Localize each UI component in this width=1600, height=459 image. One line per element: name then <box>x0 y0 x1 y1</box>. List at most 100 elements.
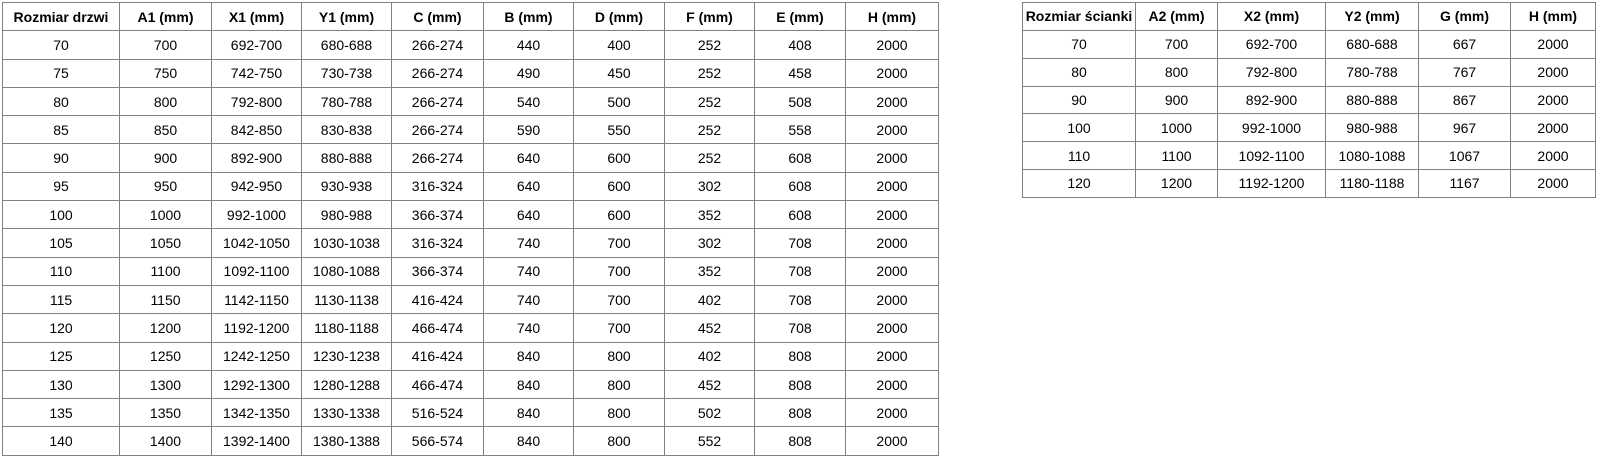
table-cell: 266-274 <box>391 143 484 173</box>
table-cell: 1392-1400 <box>211 426 302 456</box>
table-cell: 125 <box>2 341 120 371</box>
table-cell: 842-850 <box>211 115 302 145</box>
table-cell: 252 <box>664 143 755 173</box>
table-row: 90 900 892-900 880-888 266-274 640 600 252 608 20… <box>2 143 939 173</box>
table-cell: 352 <box>664 256 755 286</box>
table-cell: 402 <box>664 341 755 371</box>
table-cell: 708 <box>754 284 846 315</box>
column-header: E (mm) <box>754 1 846 32</box>
table-cell: 1250 <box>119 341 212 371</box>
table-cell: 2000 <box>1510 85 1596 115</box>
table-cell: 120 <box>1022 169 1136 198</box>
table-cell: 2000 <box>845 115 939 145</box>
table-cell: 1380-1388 <box>301 426 392 456</box>
table-cell: 980-988 <box>301 200 392 230</box>
table-cell: 1150 <box>119 284 212 315</box>
table-row: 85 850 842-850 830-838 266-274 590 550 252 558 20… <box>2 115 939 145</box>
table-cell: 730-738 <box>301 58 392 88</box>
table-cell: 950 <box>119 171 212 202</box>
table-cell: 1192-1200 <box>1217 169 1326 198</box>
table-row: 105 1050 1042-1050 1030-1038 316-324 740 700 30… <box>2 228 939 258</box>
table-cell: 708 <box>754 313 846 343</box>
table-cell: 302 <box>664 228 755 258</box>
table-cell: 266-274 <box>391 30 484 60</box>
table-cell: 767 <box>1418 57 1511 87</box>
table-cell: 252 <box>664 86 755 117</box>
table-cell: 608 <box>754 200 846 230</box>
table-cell: 880-888 <box>301 143 392 173</box>
table-cell: 135 <box>2 398 120 428</box>
table-cell: 500 <box>573 86 665 117</box>
table-cell: 808 <box>754 398 846 428</box>
table-cell: 840 <box>483 426 574 456</box>
table-cell: 608 <box>754 143 846 173</box>
table-cell: 840 <box>483 369 574 400</box>
table-cell: 708 <box>754 256 846 286</box>
table-cell: 1167 <box>1418 169 1511 198</box>
table-cell: 558 <box>754 115 846 145</box>
table-cell: 1130-1138 <box>301 284 392 315</box>
table-cell: 892-900 <box>211 143 302 173</box>
table-cell: 352 <box>664 200 755 230</box>
table-cell: 1080-1088 <box>1325 141 1419 171</box>
table-cell: 70 <box>2 30 120 60</box>
table-cell: 740 <box>483 256 574 286</box>
table-row: 110 1100 1092-1100 1080-1088 1067 2000 <box>1022 141 1596 171</box>
table-cell: 416-424 <box>391 284 484 315</box>
column-header: H (mm) <box>1510 2 1596 31</box>
table-cell: 550 <box>573 115 665 145</box>
table-cell: 600 <box>573 171 665 202</box>
table-cell: 1342-1350 <box>211 398 302 428</box>
table-cell: 2000 <box>1510 29 1596 59</box>
column-header: D (mm) <box>573 1 665 32</box>
table-row: 80 800 792-800 780-788 266-274 540 500 252 508 20… <box>2 86 939 117</box>
table-cell: 1080-1088 <box>301 256 392 286</box>
table-cell: 808 <box>754 369 846 400</box>
table-cell: 808 <box>754 341 846 371</box>
table-cell: 1280-1288 <box>301 369 392 400</box>
column-header: Rozmiar ścianki <box>1022 2 1136 31</box>
table-cell: 740 <box>483 228 574 258</box>
table-cell: 2000 <box>845 143 939 173</box>
table-cell: 2000 <box>845 284 939 315</box>
table-cell: 502 <box>664 398 755 428</box>
door-size-table: Rozmiar drzwi A1 (mm) X1 (mm) Y1 (mm) C (mm)… <box>2 1 939 456</box>
table-cell: 900 <box>1135 85 1218 115</box>
table-cell: 1400 <box>119 426 212 456</box>
table-cell: 490 <box>483 58 574 88</box>
table-row: 115 1150 1142-1150 1130-1138 416-424 740 700 40… <box>2 284 939 315</box>
table-cell: 1050 <box>119 228 212 258</box>
table-row: 140 1400 1392-1400 1380-1388 566-574 840 800 55… <box>2 426 939 456</box>
table-cell: 2000 <box>845 398 939 428</box>
table-cell: 2000 <box>845 426 939 456</box>
table-cell: 366-374 <box>391 256 484 286</box>
table-cell: 450 <box>573 58 665 88</box>
table-cell: 780-788 <box>1325 57 1419 87</box>
table-cell: 2000 <box>845 200 939 230</box>
table-cell: 466-474 <box>391 369 484 400</box>
table-cell: 600 <box>573 143 665 173</box>
table-cell: 608 <box>754 171 846 202</box>
column-header: F (mm) <box>664 1 755 32</box>
table-row: 130 1300 1292-1300 1280-1288 466-474 840 800 45… <box>2 369 939 400</box>
table-cell: 1030-1038 <box>301 228 392 258</box>
table-cell: 800 <box>573 426 665 456</box>
table-cell: 252 <box>664 58 755 88</box>
table-cell: 792-800 <box>211 86 302 117</box>
table-cell: 70 <box>1022 29 1136 59</box>
table-cell: 400 <box>573 30 665 60</box>
table-cell: 992-1000 <box>211 200 302 230</box>
table-cell: 1192-1200 <box>211 313 302 343</box>
table-cell: 680-688 <box>301 30 392 60</box>
table-cell: 692-700 <box>1217 29 1326 59</box>
table-cell: 800 <box>573 341 665 371</box>
table-cell: 75 <box>2 58 120 88</box>
table-cell: 850 <box>119 115 212 145</box>
table-row: 80 800 792-800 780-788 767 2000 <box>1022 57 1596 87</box>
table-cell: 110 <box>2 256 120 286</box>
table-cell: 458 <box>754 58 846 88</box>
table-cell: 590 <box>483 115 574 145</box>
column-header: H (mm) <box>845 1 939 32</box>
table-cell: 1100 <box>1135 141 1218 171</box>
table-cell: 2000 <box>1510 57 1596 87</box>
